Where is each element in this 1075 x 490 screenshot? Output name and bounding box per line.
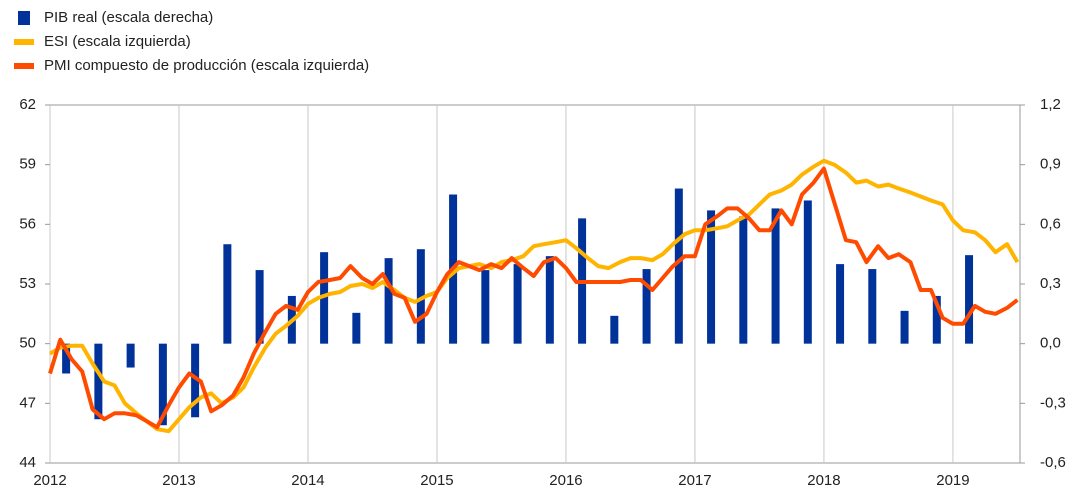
x-tick-label: 2012 (33, 472, 66, 489)
bar (481, 270, 490, 344)
y-tick-label: 47 (19, 394, 36, 411)
y-tick-label: 50 (19, 335, 36, 352)
bar (223, 244, 232, 344)
bar (868, 269, 877, 344)
bar (900, 310, 909, 344)
x-tick-label: 2015 (420, 472, 453, 489)
bar (513, 264, 522, 344)
bar (739, 216, 748, 344)
line (48, 166, 1019, 430)
bar (352, 312, 361, 344)
bar (158, 343, 167, 426)
bar (965, 255, 974, 344)
y-tick-label: 44 (19, 454, 36, 471)
bar (416, 249, 425, 344)
bar (836, 264, 845, 344)
x-tick-label: 2018 (807, 472, 840, 489)
y-tick-label: 62 (19, 96, 36, 113)
bar (384, 258, 393, 344)
x-tick-label: 2016 (549, 472, 582, 489)
y2-tick-label: 0,0 (1040, 335, 1061, 352)
y2-tick-label: 0,9 (1040, 156, 1061, 173)
bar (674, 188, 683, 344)
line (48, 158, 1020, 434)
y2-tick-label: -0,6 (1040, 454, 1066, 471)
bar (255, 270, 264, 344)
bar (545, 256, 554, 344)
x-tick-label: 2013 (162, 472, 195, 489)
y-tick-label: 56 (19, 215, 36, 232)
x-tick-label: 2017 (678, 472, 711, 489)
y2-tick-label: -0,3 (1040, 394, 1066, 411)
legend-label: ESI (escala izquierda) (44, 33, 191, 50)
legend-label: PIB real (escala derecha) (44, 9, 213, 26)
legend-swatch (14, 63, 34, 69)
bar (707, 210, 716, 344)
bar (803, 200, 812, 344)
y2-tick-label: 0,6 (1040, 215, 1061, 232)
bar (191, 343, 200, 418)
y-tick-label: 59 (19, 156, 36, 173)
bar (610, 315, 619, 344)
bar (771, 208, 780, 344)
y2-tick-label: 0,3 (1040, 275, 1061, 292)
bar (932, 295, 941, 344)
legend-label: PMI compuesto de producción (escala izqu… (44, 57, 369, 74)
bar (126, 343, 135, 368)
bar (94, 343, 103, 420)
legend-swatch (14, 39, 34, 45)
bar (62, 343, 71, 374)
x-tick-label: 2014 (291, 472, 324, 489)
legend-swatch (18, 11, 30, 25)
y-tick-label: 53 (19, 275, 36, 292)
bar (642, 269, 651, 344)
x-tick-label: 2019 (936, 472, 969, 489)
y2-tick-label: 1,2 (1040, 96, 1061, 113)
